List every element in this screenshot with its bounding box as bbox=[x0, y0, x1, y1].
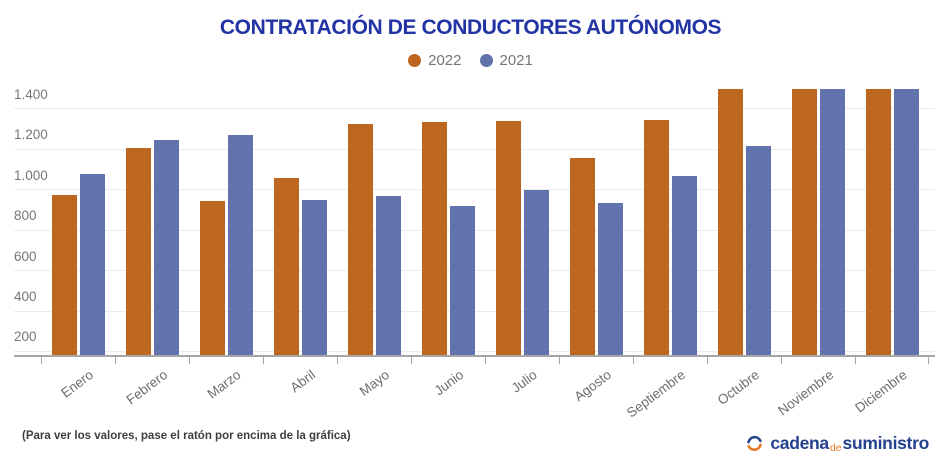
x-axis-label-abril: Abril bbox=[287, 367, 319, 396]
bar-2022-noviembre[interactable] bbox=[791, 89, 817, 356]
x-axis-label-junio: Junio bbox=[431, 367, 467, 399]
bar-2022-mayo[interactable] bbox=[347, 124, 373, 356]
bar-group-noviembre bbox=[781, 89, 855, 356]
x-axis-tick bbox=[411, 357, 412, 364]
bar-2022-diciembre[interactable] bbox=[865, 89, 891, 356]
chart-title: CONTRATACIÓN DE CONDUCTORES AUTÓNOMOS bbox=[219, 16, 722, 39]
legend-dot-2022 bbox=[408, 54, 422, 67]
x-axis-tick bbox=[188, 357, 190, 364]
bar-2021-febrero[interactable] bbox=[153, 139, 179, 356]
bar-2021-enero[interactable] bbox=[79, 173, 105, 356]
x-axis-tick bbox=[559, 357, 560, 364]
bar-2022-octubre[interactable] bbox=[717, 89, 743, 356]
x-axis-tick bbox=[928, 357, 929, 364]
bar-group-febrero bbox=[115, 89, 189, 356]
bar-2021-octubre[interactable] bbox=[745, 145, 771, 356]
bar-2021-diciembre[interactable] bbox=[893, 89, 919, 356]
x-axis-labels: Enero Febrero Marzo Abril Mayo Junio Julio Agos… bbox=[41, 356, 929, 426]
bar-2021-marzo[interactable] bbox=[227, 134, 253, 356]
gridline-400 bbox=[14, 310, 935, 312]
x-axis-tick bbox=[336, 357, 338, 364]
cadena-de-suministro-logo[interactable]: cadenadesuministro bbox=[745, 433, 929, 454]
bar-group-agosto bbox=[559, 89, 633, 356]
gridline-1.400 bbox=[14, 108, 935, 110]
x-axis-label-enero: Enero bbox=[58, 367, 97, 401]
x-axis-label-marzo: Marzo bbox=[205, 367, 245, 402]
x-axis-tick bbox=[41, 357, 42, 364]
gridline-200 bbox=[14, 350, 935, 352]
bar-2022-julio[interactable] bbox=[495, 121, 521, 356]
bar-2022-junio[interactable] bbox=[421, 122, 447, 356]
x-axis-label-diciembre: Diciembre bbox=[852, 367, 911, 416]
bar-group-abril bbox=[263, 89, 337, 356]
x-axis-tick bbox=[632, 357, 634, 364]
bar-2021-noviembre[interactable] bbox=[819, 89, 845, 356]
x-axis-label-julio: Julio bbox=[508, 367, 541, 396]
gridline-600 bbox=[14, 270, 935, 272]
x-axis-label-mayo: Mayo bbox=[356, 367, 393, 399]
x-axis-label-febrero: Febrero bbox=[123, 367, 171, 408]
bar-group-octubre bbox=[707, 89, 781, 356]
bars-layer bbox=[41, 89, 929, 356]
bar-group-enero bbox=[41, 89, 115, 356]
bar-2022-marzo[interactable] bbox=[199, 201, 225, 356]
circular-arrows-icon bbox=[745, 434, 764, 453]
legend-dot-2021 bbox=[479, 54, 493, 67]
logo-word-de: de bbox=[829, 442, 842, 454]
gridline-800 bbox=[14, 229, 935, 231]
bar-2021-abril[interactable] bbox=[301, 200, 327, 356]
legend-label-2021: 2021 bbox=[499, 52, 533, 69]
x-axis-label-octubre: Octubre bbox=[714, 367, 763, 408]
hover-hint-text: (Para ver los valores, pase el ratón por… bbox=[22, 430, 351, 442]
bar-2022-septiembre[interactable] bbox=[643, 120, 669, 356]
x-axis-tick bbox=[114, 357, 116, 364]
bar-2021-septiembre[interactable] bbox=[671, 175, 697, 356]
bar-group-diciembre bbox=[855, 89, 929, 356]
gridline-1.200 bbox=[14, 148, 935, 150]
bar-group-junio bbox=[411, 89, 485, 356]
bar-2021-junio[interactable] bbox=[449, 206, 475, 356]
logo-word-suministro: suministro bbox=[842, 433, 930, 453]
plot-area: 200 400 600 800 1.000 1.200 1.400 Enero Febrero… bbox=[14, 86, 935, 421]
legend-item-2022: 2022 bbox=[408, 52, 462, 69]
y-axis-label: 1.400 bbox=[14, 86, 48, 102]
bar-2022-febrero[interactable] bbox=[125, 147, 151, 356]
y-axis-label: 1.200 bbox=[14, 127, 48, 143]
x-axis-tick bbox=[854, 357, 856, 364]
x-axis-tick bbox=[263, 357, 264, 364]
y-axis-label: 1.000 bbox=[14, 167, 48, 183]
legend-label-2022: 2022 bbox=[428, 52, 462, 69]
y-axis-label: 800 bbox=[14, 208, 37, 224]
x-axis-tick bbox=[707, 357, 708, 364]
x-axis-tick bbox=[781, 357, 782, 364]
x-axis-label-noviembre: Noviembre bbox=[774, 367, 837, 419]
bar-2021-mayo[interactable] bbox=[375, 196, 401, 356]
x-axis-ticks bbox=[41, 356, 929, 364]
bar-2021-julio[interactable] bbox=[523, 190, 549, 356]
y-axis-label: 400 bbox=[14, 289, 37, 305]
legend-item-2021: 2021 bbox=[479, 52, 533, 69]
bar-group-septiembre bbox=[633, 89, 707, 356]
x-axis-tick bbox=[485, 357, 486, 364]
bar-group-julio bbox=[485, 89, 559, 356]
gridline-1.000 bbox=[14, 189, 935, 191]
bar-group-marzo bbox=[189, 89, 263, 356]
x-axis-line bbox=[14, 355, 935, 357]
bar-2022-agosto[interactable] bbox=[569, 157, 595, 356]
logo-word-cadena: cadena bbox=[770, 433, 829, 453]
y-axis-label: 200 bbox=[14, 329, 37, 345]
y-axis-label: 600 bbox=[14, 248, 37, 264]
bar-group-mayo bbox=[337, 89, 411, 356]
legend: 2022 2021 bbox=[0, 52, 941, 69]
x-axis-label-septiembre: Septiembre bbox=[623, 367, 689, 421]
x-axis-label-agosto: Agosto bbox=[571, 367, 615, 405]
bar-2022-enero[interactable] bbox=[51, 195, 77, 356]
bar-2021-agosto[interactable] bbox=[597, 203, 623, 356]
bar-2022-abril[interactable] bbox=[273, 178, 299, 356]
